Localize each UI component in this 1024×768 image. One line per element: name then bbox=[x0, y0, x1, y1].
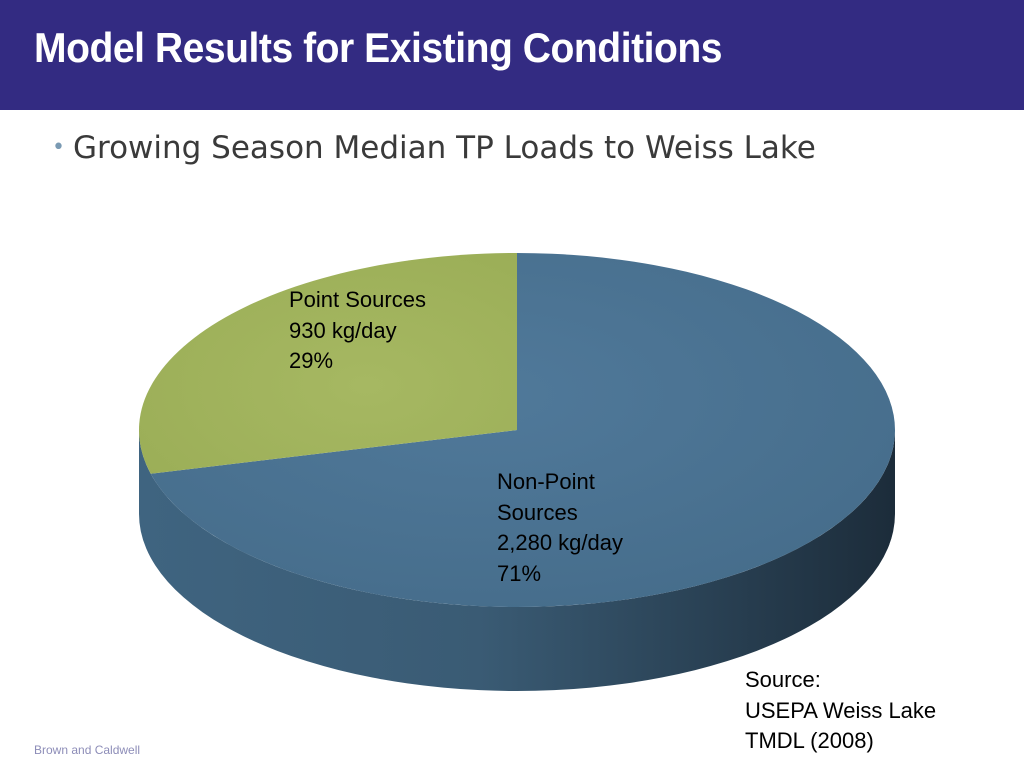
non-point-sources-percent: 71% bbox=[497, 560, 542, 586]
point-sources-label: Point Sources 930 kg/day 29% bbox=[289, 285, 426, 377]
point-sources-value: 930 kg/day bbox=[289, 317, 397, 343]
non-point-sources-name-line2: Sources bbox=[497, 499, 578, 525]
non-point-sources-name-line1: Non-Point bbox=[497, 469, 595, 494]
source-note-line2: USEPA Weiss Lake bbox=[745, 697, 937, 723]
non-point-sources-value: 2,280 kg/day bbox=[497, 530, 623, 555]
slide-title: Model Results for Existing Conditions bbox=[34, 24, 723, 71]
pie-side-wall bbox=[139, 430, 895, 691]
bullet-text: Growing Season Median TP Loads to Weiss … bbox=[72, 130, 816, 166]
pie-slice-point-sources bbox=[139, 253, 517, 474]
bullet-item: • Growing Season Median TP Loads to Weiss… bbox=[52, 130, 816, 166]
point-sources-percent: 29% bbox=[289, 348, 334, 373]
pie-slice-non-point-sources bbox=[150, 253, 896, 607]
source-note: Source: USEPA Weiss Lake TMDL (2008) bbox=[745, 665, 936, 757]
point-sources-name: Point Sources bbox=[289, 287, 426, 312]
source-note-line3: TMDL (2008) bbox=[745, 728, 874, 753]
bullet-dot-icon: • bbox=[52, 135, 65, 160]
non-point-sources-label: Non-Point Sources 2,280 kg/day 71% bbox=[497, 467, 623, 589]
title-bar: Model Results for Existing Conditions bbox=[0, 0, 1024, 110]
source-note-line1: Source: bbox=[745, 667, 821, 692]
footer-text: Brown and Caldwell bbox=[34, 743, 141, 757]
